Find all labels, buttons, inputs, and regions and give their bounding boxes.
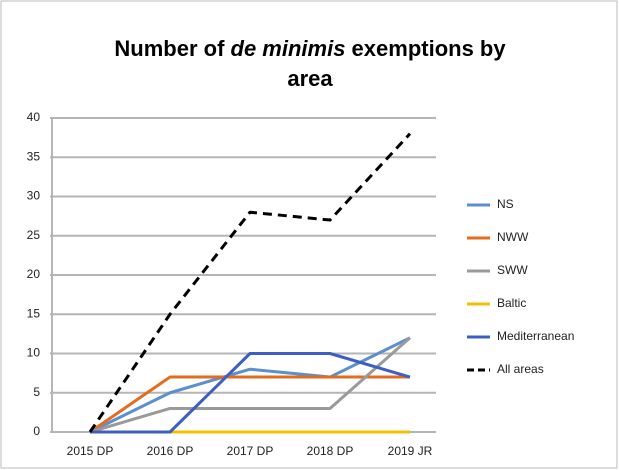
legend-label: Mediterranean [497, 329, 574, 343]
y-tick-label: 30 [27, 189, 41, 203]
y-tick-label: 0 [33, 424, 40, 438]
x-tick-label: 2019 JR [388, 444, 433, 458]
series-line [89, 336, 411, 434]
legend-label: SWW [497, 263, 528, 277]
legend-label: All areas [497, 362, 544, 376]
y-tick-label: 40 [27, 110, 41, 124]
legend-label: Baltic [497, 296, 526, 310]
title-part: Number of [114, 36, 230, 61]
series-line [89, 375, 410, 434]
x-tick-label: 2018 DP [307, 444, 354, 458]
y-tick-label: 20 [27, 267, 41, 281]
x-tick-label: 2017 DP [227, 444, 274, 458]
y-tick-label: 15 [27, 306, 41, 320]
series-line [89, 336, 411, 434]
title-part: de minimis [231, 36, 346, 61]
legend-label: NS [497, 197, 514, 211]
title-part: exemptions by [345, 36, 506, 61]
y-tick-label: 25 [27, 228, 41, 242]
x-tick-label: 2016 DP [147, 444, 194, 458]
legend-label: NWW [497, 230, 529, 244]
series-line [90, 352, 411, 434]
chart-title: Number of de minimis exemptions by [114, 36, 506, 61]
x-tick-label: 2015 DP [67, 444, 114, 458]
y-tick-label: 10 [27, 346, 41, 360]
y-tick-label: 35 [27, 149, 41, 163]
y-tick-label: 5 [33, 385, 40, 399]
chart-title: area [287, 66, 333, 91]
series-line [88, 132, 412, 433]
